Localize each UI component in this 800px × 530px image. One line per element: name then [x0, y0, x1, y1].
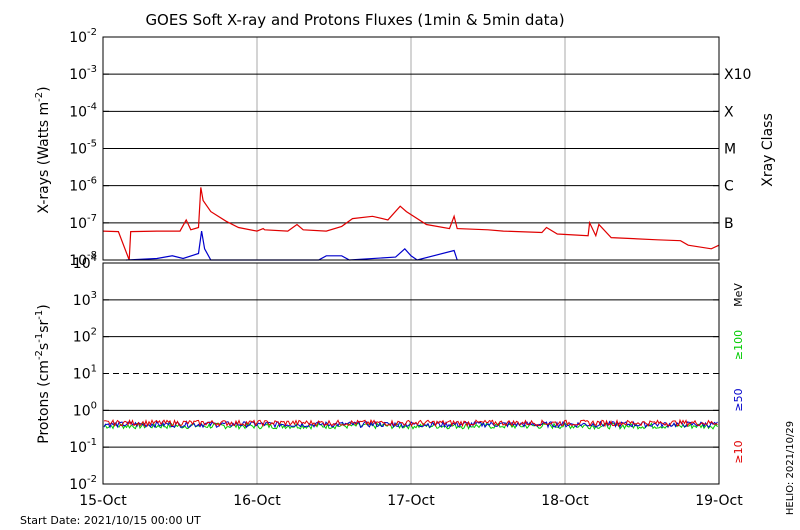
- proton-energy-labels: MeV ≥100 ≥50 ≥10: [732, 283, 745, 464]
- helio-date-label: HELIO: 2021/10/29: [785, 421, 796, 515]
- proton-panel: 104 103 102 101 100 10-1 10-2 MeV ≥100 ≥50 ≥10 Pr…: [34, 253, 745, 493]
- proton-series-line: [103, 418, 718, 428]
- xray-y-tick-label: 10-6: [69, 176, 97, 195]
- xray-y-tick-label: 10-8: [69, 250, 97, 269]
- xray-y-tick-label: 10-5: [69, 139, 97, 158]
- proton-y-tick-label: 101: [73, 364, 97, 383]
- xray-class-label: C: [724, 179, 734, 195]
- xray-y-tick-label: 10-3: [69, 64, 97, 83]
- proton-y-tick-label: 10-2: [69, 474, 97, 493]
- xray-gridlines: [103, 37, 719, 260]
- xray-class-labels: X10 X M C B: [724, 67, 751, 232]
- proton-y-tick-labels: 104 103 102 101 100 10-1 10-2: [69, 253, 719, 493]
- xray-y-tick-label: 10-2: [69, 27, 97, 46]
- proton-series: [103, 418, 718, 431]
- x-tick-label: 19-Oct: [695, 493, 743, 509]
- proton-y-tick-label: 104: [73, 253, 97, 272]
- xray-series: [102, 187, 720, 261]
- xray-y-tick-label: 10-4: [69, 101, 97, 120]
- proton-gridlines: [103, 263, 719, 484]
- xray-class-axis-label: Xray Class: [760, 113, 776, 187]
- proton-y-tick-label: 103: [73, 290, 97, 309]
- xray-series-line: [102, 187, 720, 261]
- proton-energy-label: ≥10: [732, 440, 745, 463]
- xray-class-label: X10: [724, 67, 751, 83]
- xray-y-tick-label: 10-7: [69, 213, 97, 232]
- x-tick-label: 18-Oct: [541, 493, 589, 509]
- xray-series-line: [126, 230, 458, 261]
- start-date-label: Start Date: 2021/10/15 00:00 UT: [20, 514, 201, 527]
- xray-y-tick-labels: 10-2 10-3 10-4 10-5 10-6 10-7 10-8: [69, 27, 719, 269]
- proton-energy-label: MeV: [732, 283, 745, 307]
- xray-y-axis-label: X-rays (Watts m-2): [34, 86, 52, 213]
- proton-y-tick-label: 102: [73, 327, 97, 346]
- proton-y-tick-label: 10-1: [69, 437, 97, 456]
- x-tick-labels: 15-Oct 16-Oct 17-Oct 18-Oct 19-Oct: [79, 493, 743, 509]
- xray-class-label: X: [724, 104, 734, 120]
- proton-energy-label: ≥50: [732, 388, 745, 411]
- chart-title: GOES Soft X-ray and Protons Fluxes (1min…: [145, 11, 564, 29]
- xray-class-label: B: [724, 216, 734, 232]
- proton-y-tick-label: 100: [73, 400, 97, 419]
- proton-y-axis-label: Protons (cm-2s-1sr-1): [34, 304, 52, 443]
- x-tick-label: 15-Oct: [79, 493, 127, 509]
- x-tick-label: 17-Oct: [387, 493, 435, 509]
- proton-energy-label: ≥100: [732, 330, 745, 360]
- x-tick-label: 16-Oct: [233, 493, 281, 509]
- xray-class-label: M: [724, 142, 736, 158]
- xray-panel: 10-2 10-3 10-4 10-5 10-6 10-7 10-8 X10 X M C B Xra…: [34, 27, 776, 269]
